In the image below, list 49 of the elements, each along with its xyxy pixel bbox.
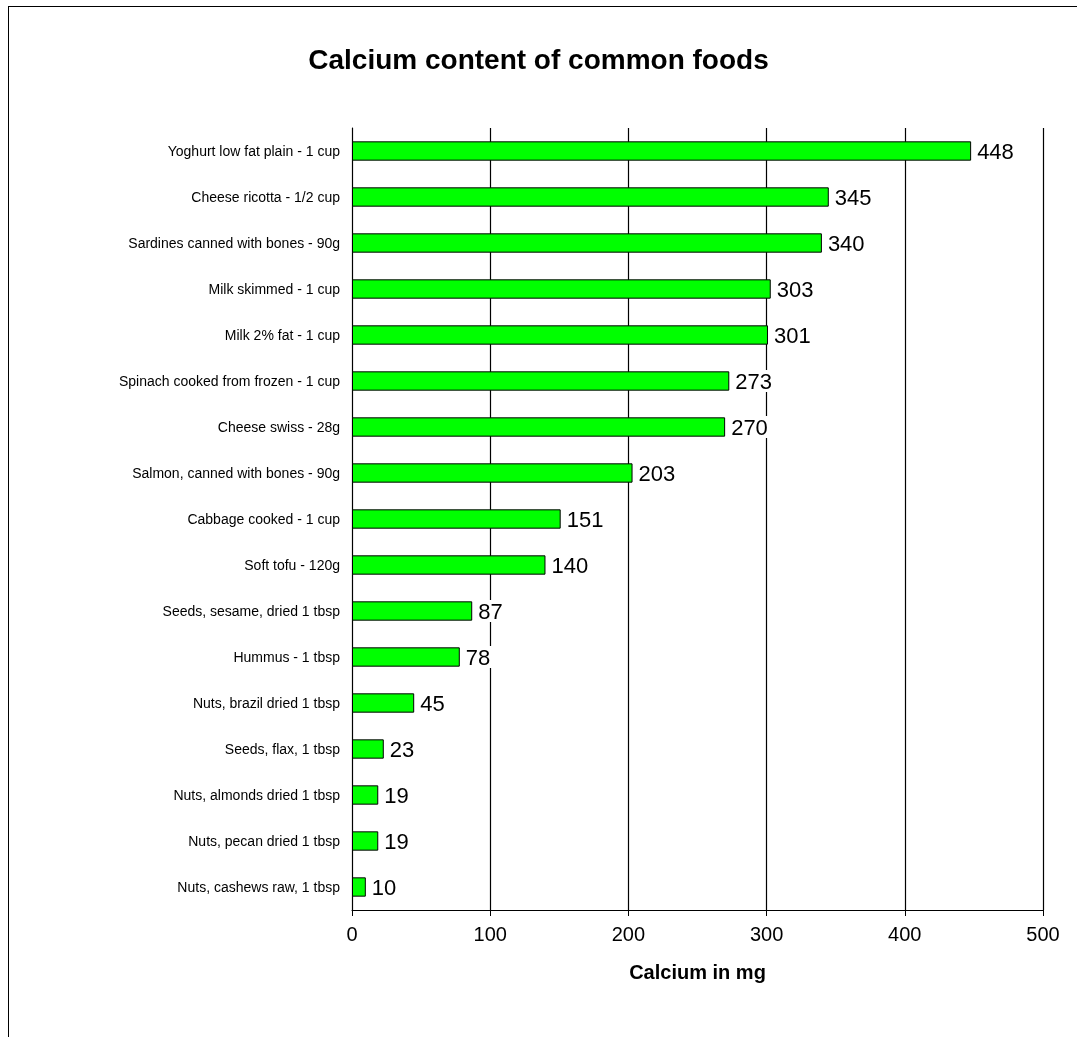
y-tick-label: Cheese swiss - 28g xyxy=(217,419,340,435)
x-axis-title: Calcium in mg xyxy=(629,961,766,983)
data-label: 19 xyxy=(384,782,409,808)
data-label: 340 xyxy=(827,230,865,256)
y-tick-label: Salmon, canned with bones - 90g xyxy=(132,465,340,481)
chart-title: Calcium content of common foods xyxy=(308,43,769,75)
y-tick-label: Seeds, flax, 1 tbsp xyxy=(224,741,341,757)
bar xyxy=(352,693,415,713)
bar xyxy=(352,785,379,805)
data-label: 10 xyxy=(371,874,397,900)
y-tick-label: Nuts, brazil dried 1 tbsp xyxy=(192,695,341,711)
data-label: 87 xyxy=(478,598,503,624)
y-tick-label: Nuts, cashews raw, 1 tbsp xyxy=(177,879,341,895)
bar xyxy=(352,601,473,621)
data-label: 303 xyxy=(776,276,814,302)
y-tick-label: Hummus - 1 tbsp xyxy=(233,649,341,665)
data-label: 78 xyxy=(465,644,491,670)
bar xyxy=(352,877,366,897)
data-label: 448 xyxy=(977,138,1014,164)
data-label: 270 xyxy=(731,414,768,440)
y-tick-label: Nuts, pecan dried 1 tbsp xyxy=(188,833,341,849)
y-tick-label: Milk skimmed - 1 cup xyxy=(208,281,341,297)
data-label: 301 xyxy=(773,322,811,348)
y-tick-label: Sardines canned with bones - 90g xyxy=(128,235,340,251)
data-label: 23 xyxy=(389,736,415,762)
x-tick-label: 200 xyxy=(611,923,646,945)
y-tick-label: Soft tofu - 120g xyxy=(244,557,340,573)
y-tick-label: Cheese ricotta - 1/2 cup xyxy=(191,189,341,205)
data-label: 45 xyxy=(420,690,445,716)
bar xyxy=(352,739,384,759)
bar xyxy=(352,647,460,667)
x-tick-label: 0 xyxy=(346,923,358,945)
data-label: 203 xyxy=(638,460,676,486)
y-tick-label: Milk 2% fat - 1 cup xyxy=(224,327,341,343)
x-tick-label: 100 xyxy=(473,923,507,945)
data-label: 19 xyxy=(384,828,409,854)
y-tick-label: Spinach cooked from frozen - 1 cup xyxy=(118,373,341,389)
data-label: 151 xyxy=(566,506,604,532)
y-tick-label: Seeds, sesame, dried 1 tbsp xyxy=(162,603,341,619)
x-tick-label: 300 xyxy=(749,923,784,945)
y-tick-label: Nuts, almonds dried 1 tbsp xyxy=(173,787,341,803)
data-label: 140 xyxy=(551,552,589,578)
bar xyxy=(352,831,379,851)
x-tick-label: 400 xyxy=(888,923,922,945)
x-tick-label: 500 xyxy=(1026,923,1060,945)
y-tick-label: Cabbage cooked - 1 cup xyxy=(187,511,341,527)
data-label: 345 xyxy=(834,184,872,210)
y-tick-label: Yoghurt low fat plain - 1 cup xyxy=(167,143,341,159)
data-label: 273 xyxy=(735,368,772,394)
